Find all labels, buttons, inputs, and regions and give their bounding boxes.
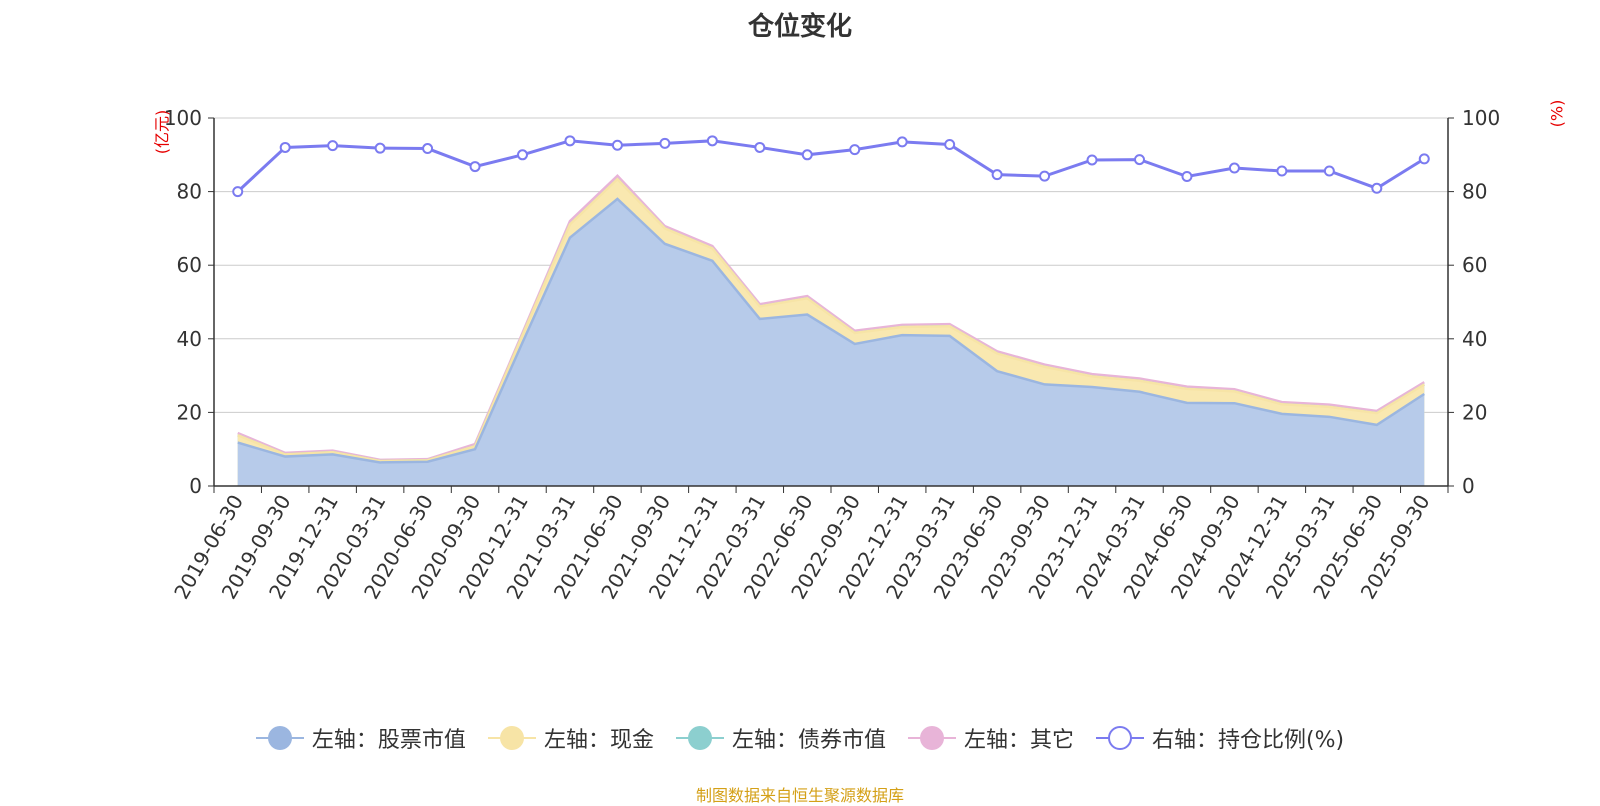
ratio-point [279,141,291,153]
ratio-point [1228,162,1240,174]
legend: 左轴：股票市值 左轴：现金 左轴：债券市值 左轴：其它 右轴：持仓比例(%) [0,722,1600,754]
ratio-point [611,139,623,151]
y-left-tick-label: 20 [177,400,202,424]
ratio-point [944,138,956,150]
legend-bond-label: 左轴：债券市值 [731,728,886,753]
ratio-point [469,161,481,173]
ratio-point [232,186,244,198]
y-right-tick-label: 20 [1462,400,1487,424]
legend-other-label: 左轴：其它 [963,728,1074,753]
y-right-tick-label: 60 [1462,253,1487,277]
legend-item-cash[interactable]: 左轴：现金 [487,722,654,754]
legend-item-other[interactable]: 左轴：其它 [907,722,1074,754]
legend-item-ratio[interactable]: 右轴：持仓比例(%) [1095,722,1345,754]
legend-cash-label: 左轴：现金 [543,728,654,753]
y-left-tick-label: 100 [164,106,202,130]
ratio-point [849,144,861,156]
ratio-point [1134,154,1145,166]
legend-bond-icon [675,726,724,750]
legend-other-icon [907,726,956,750]
ratio-point [564,135,576,147]
legend-stock-label: 左轴：股票市值 [311,728,466,753]
y-right-tick-label: 100 [1462,106,1500,130]
ratio-point [1276,165,1288,177]
ratio-point [706,135,718,147]
y-left-tick-label: 60 [177,253,202,277]
data-source-note: 制图数据来自恒生聚源数据库 [695,786,904,805]
ratio-point [754,141,766,153]
ratio-point [374,142,386,154]
y-left-tick-label: 40 [177,327,202,351]
legend-stock-icon [255,726,304,750]
y-left-tick-label: 0 [189,474,202,498]
ratio-line [236,139,1426,193]
y-right-tick-label: 0 [1462,474,1475,498]
ratio-point [1086,154,1098,166]
chart-title: 仓位变化 [747,12,852,42]
legend-item-stock[interactable]: 左轴：股票市值 [255,722,466,754]
ratio-point [1371,182,1383,194]
ratio-point [1039,170,1051,182]
ratio-point [422,143,434,155]
legend-item-bond[interactable]: 左轴：债券市值 [675,722,886,754]
legend-cash-icon [487,726,536,750]
legend-ratio-label: 右轴：持仓比例(%) [1151,728,1345,753]
ratio-point [1323,165,1335,177]
area-1 [237,198,1425,486]
area-line-2 [237,177,1425,463]
y-right-tick-label: 40 [1462,327,1487,351]
area-line-1 [237,197,1425,464]
legend-ratio-icon [1095,726,1144,750]
ratio-point [801,149,813,161]
ratio-point [1181,171,1193,183]
ratio-point [517,149,528,161]
ratio-point [659,137,671,149]
y-left-tick-label: 80 [177,180,202,204]
ratio-point [991,169,1003,181]
y-right-tick-label: 80 [1462,180,1487,204]
ratio-point [896,136,908,148]
ratio-point [1418,153,1430,165]
ratio-point [327,140,339,152]
